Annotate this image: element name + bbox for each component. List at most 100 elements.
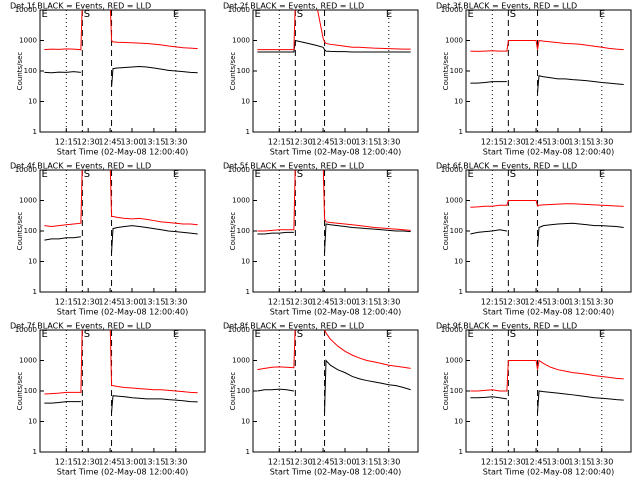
x-tick-label: 12:45 bbox=[525, 458, 548, 467]
plot-frame bbox=[465, 329, 632, 453]
x-tick-label: 13:15 bbox=[568, 458, 591, 467]
series-line bbox=[257, 359, 411, 413]
panel: Det 8f BLACK = Events, RED = LLD 1 10 100 10… bbox=[223, 322, 419, 477]
x-tick-label: 13:15 bbox=[142, 138, 165, 147]
x-tick-label: 12:45 bbox=[525, 298, 548, 307]
y-tick-label: 10000 bbox=[228, 6, 250, 14]
panel: Det 7f BLACK = Events, RED = LLD 1 10 100 10… bbox=[10, 322, 206, 477]
x-tick-label: 12:30 bbox=[503, 298, 526, 307]
x-axis-label: Start Time (02-May-08 12:00:40) bbox=[57, 148, 188, 157]
annotation: S bbox=[510, 329, 516, 340]
series-line bbox=[44, 330, 198, 395]
x-tick-label: 12:30 bbox=[77, 138, 100, 147]
y-tick-label: 100 bbox=[24, 67, 37, 75]
series-line bbox=[470, 222, 624, 247]
annotation: S bbox=[297, 169, 303, 180]
x-axis-label: Start Time (02-May-08 12:00:40) bbox=[57, 468, 188, 477]
y-tick-label: 10000 bbox=[441, 6, 463, 14]
y-tick-label: 1000 bbox=[232, 357, 250, 365]
chart-title: Det 9f BLACK = Events, RED = LLD bbox=[436, 322, 577, 331]
x-tick-label: 13:30 bbox=[377, 298, 400, 307]
annotation: S bbox=[297, 329, 303, 340]
plot-frame bbox=[252, 329, 419, 453]
y-tick-label: 10 bbox=[454, 258, 463, 266]
x-tick-label: 12:45 bbox=[99, 458, 122, 467]
x-tick-label: 12:45 bbox=[312, 138, 335, 147]
y-tick-label: 10 bbox=[454, 418, 463, 426]
annotation: E bbox=[467, 329, 473, 340]
x-tick-label: 13:15 bbox=[142, 298, 165, 307]
x-tick-label: 13:30 bbox=[590, 458, 613, 467]
y-tick-label: 10 bbox=[241, 258, 250, 266]
plot-frame bbox=[39, 169, 206, 293]
x-tick-label: 12:15 bbox=[268, 458, 291, 467]
series-line bbox=[257, 330, 411, 371]
y-tick-label: 1 bbox=[459, 448, 463, 456]
x-tick-label: 12:15 bbox=[55, 298, 78, 307]
x-tick-label: 13:00 bbox=[120, 458, 143, 467]
y-tick-label: 1000 bbox=[19, 197, 37, 205]
annotation: E bbox=[41, 9, 47, 20]
x-tick-label: 13:30 bbox=[164, 458, 187, 467]
annotation: E bbox=[386, 169, 392, 180]
y-tick-label: 1000 bbox=[445, 197, 463, 205]
chart-title: Det 6f BLACK = Events, RED = LLD bbox=[436, 162, 577, 171]
annotation: E bbox=[173, 329, 179, 340]
y-tick-label: 10000 bbox=[15, 326, 37, 334]
panel: Det 1f BLACK = Events, RED = LLD 1 10 100 10… bbox=[10, 2, 206, 157]
x-tick-label: 13:00 bbox=[546, 298, 569, 307]
x-tick-label: 12:30 bbox=[77, 458, 100, 467]
panel: Det 9f BLACK = Events, RED = LLD 1 10 100 10… bbox=[436, 322, 632, 477]
x-tick-label: 13:15 bbox=[355, 298, 378, 307]
series-line bbox=[44, 395, 198, 413]
y-tick-label: 1000 bbox=[445, 357, 463, 365]
y-tick-label: 1000 bbox=[19, 357, 37, 365]
x-axis-label: Start Time (02-May-08 12:00:40) bbox=[270, 148, 401, 157]
x-tick-label: 12:15 bbox=[268, 298, 291, 307]
series-line bbox=[257, 223, 411, 253]
y-tick-label: 1 bbox=[33, 448, 37, 456]
series-line bbox=[44, 10, 198, 51]
x-tick-label: 13:30 bbox=[164, 298, 187, 307]
x-tick-label: 12:30 bbox=[77, 298, 100, 307]
annotation: E bbox=[41, 329, 47, 340]
chart-title: Det 8f BLACK = Events, RED = LLD bbox=[223, 322, 364, 331]
annotation: S bbox=[510, 169, 516, 180]
y-tick-label: 1 bbox=[246, 288, 250, 296]
y-tick-label: 10 bbox=[28, 258, 37, 266]
x-tick-label: 13:00 bbox=[333, 138, 356, 147]
y-tick-label: 10000 bbox=[441, 326, 463, 334]
panel: Det 5f BLACK = Events, RED = LLD 1 10 100 10… bbox=[223, 162, 419, 317]
plot-frame bbox=[252, 9, 419, 133]
y-axis-label: Counts/sec bbox=[16, 372, 24, 411]
series-line bbox=[470, 390, 624, 413]
annotation: S bbox=[84, 329, 90, 340]
x-tick-label: 13:30 bbox=[377, 458, 400, 467]
panel: Det 3f BLACK = Events, RED = LLD 1 10 100 10… bbox=[436, 2, 632, 157]
chart-title: Det 7f BLACK = Events, RED = LLD bbox=[10, 322, 151, 331]
x-tick-label: 12:30 bbox=[503, 458, 526, 467]
y-axis-label: Counts/sec bbox=[442, 52, 450, 91]
y-tick-label: 1000 bbox=[445, 37, 463, 45]
annotation: E bbox=[599, 169, 605, 180]
y-tick-label: 100 bbox=[24, 227, 37, 235]
x-axis-label: Start Time (02-May-08 12:00:40) bbox=[483, 308, 614, 317]
annotation: E bbox=[254, 329, 260, 340]
chart-title: Det 3f BLACK = Events, RED = LLD bbox=[436, 2, 577, 11]
x-tick-label: 13:15 bbox=[355, 458, 378, 467]
y-tick-label: 100 bbox=[450, 387, 463, 395]
annotation: E bbox=[173, 9, 179, 20]
y-axis-label: Counts/sec bbox=[442, 212, 450, 251]
annotation: S bbox=[510, 9, 516, 20]
y-tick-label: 10 bbox=[241, 98, 250, 106]
x-tick-label: 12:15 bbox=[55, 138, 78, 147]
x-tick-label: 12:15 bbox=[481, 298, 504, 307]
x-tick-label: 12:45 bbox=[99, 138, 122, 147]
y-tick-label: 10 bbox=[28, 418, 37, 426]
annotation: E bbox=[599, 329, 605, 340]
y-tick-label: 100 bbox=[237, 227, 250, 235]
annotation: E bbox=[254, 9, 260, 20]
y-tick-label: 10000 bbox=[15, 6, 37, 14]
y-tick-label: 100 bbox=[24, 387, 37, 395]
